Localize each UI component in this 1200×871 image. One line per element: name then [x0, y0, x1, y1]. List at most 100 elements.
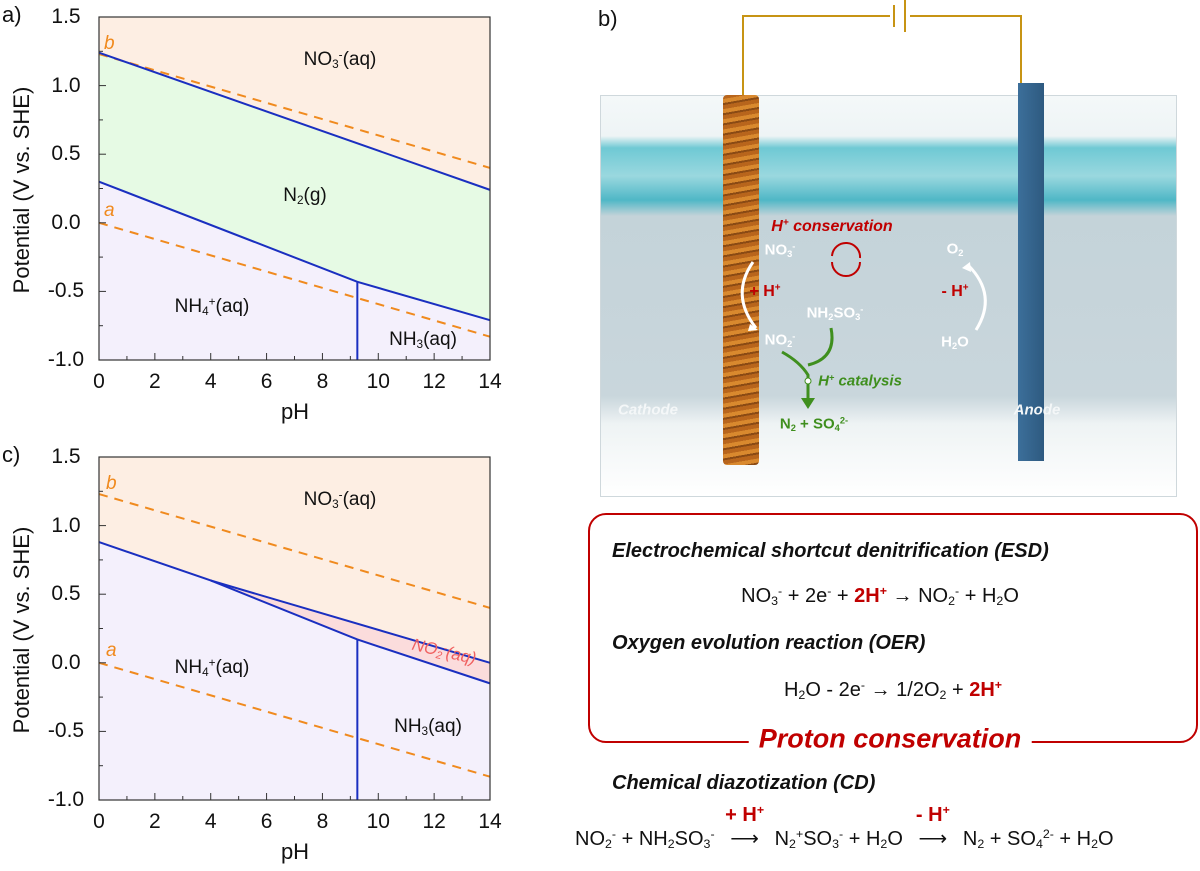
formula-part: O	[946, 240, 959, 258]
formula-part: +	[994, 678, 1003, 693]
formula-part: + H	[843, 828, 881, 850]
formula-part: O	[1003, 585, 1019, 607]
formula-part: 3	[855, 311, 861, 322]
nitrate-label: NO3-	[765, 242, 796, 259]
formula-part: H	[783, 679, 799, 701]
x-tick-label: 0	[93, 810, 105, 833]
formula-part: NO	[575, 828, 605, 850]
formula-part: +	[208, 656, 216, 670]
electrolyte-tank	[600, 95, 1177, 497]
formula-part: 3	[771, 594, 779, 609]
anode-electrode	[1018, 83, 1044, 461]
products-label: N2 + SO42-	[780, 416, 848, 433]
panel-label-b: b)	[598, 6, 618, 31]
line-label-b: b	[104, 33, 115, 54]
arrowhead-icon	[962, 262, 971, 272]
top-wire	[742, 15, 1020, 17]
formula-part: N	[962, 828, 978, 850]
x-tick-label: 8	[316, 810, 329, 833]
oer-title: Oxygen evolution reaction (OER)	[612, 632, 926, 654]
formula-part: 2	[939, 688, 947, 703]
water-line-b	[98, 493, 491, 609]
formula-part: 2	[828, 311, 834, 322]
region-label-nh4: NH4+(aq)	[175, 657, 250, 679]
formula-part: 2H	[969, 679, 995, 701]
x-tick-label: 6	[260, 370, 273, 393]
formula-part: 2	[1091, 837, 1099, 852]
catalysis-arrow	[781, 327, 834, 400]
formula-part: +	[831, 585, 855, 607]
formula-part: +	[795, 827, 804, 842]
formula-part: 3	[332, 497, 339, 511]
x-tick-label: 10	[366, 810, 390, 833]
plus-proton-label: + H+	[749, 283, 780, 301]
formula-part: N	[774, 828, 790, 850]
anode-label: Anode	[1013, 401, 1061, 419]
x-tick-label: 14	[478, 370, 502, 393]
y-axis-title: Potential (V vs. SHE)	[9, 526, 34, 734]
formula-part: (aq)	[342, 49, 377, 70]
formula-part: (g)	[303, 185, 327, 206]
pourbaix-plot-a: a) Potential (V vs. SHE) pH NO3-(aq) N2(…	[0, 0, 510, 430]
phase-boundary	[98, 541, 491, 685]
y-axis-title: Potential (V vs. SHE)	[9, 86, 34, 294]
formula-part: O	[1098, 828, 1114, 850]
formula-part: (aq)	[215, 296, 250, 317]
formula-part: 2	[296, 193, 304, 207]
formula-part: + H	[749, 283, 775, 300]
region-nh3aq	[357, 639, 490, 800]
formula-part: 2	[948, 594, 956, 609]
y-tick-label: 0.5	[51, 142, 81, 166]
formula-part: 4	[202, 665, 209, 679]
x-tick-label: 12	[422, 810, 446, 833]
formula-part: -	[611, 827, 617, 842]
x-tick-label: 2	[149, 810, 161, 833]
x-tick-label: 12	[422, 370, 446, 393]
formula-part: +	[942, 803, 950, 818]
formula-part: 2-	[839, 415, 849, 426]
water-line-a	[98, 661, 491, 778]
formula-part: NO	[741, 585, 772, 607]
region-no2aq	[210, 580, 490, 684]
line-label-b: b	[106, 473, 117, 494]
battery-icon	[893, 5, 895, 27]
formula-part: NH	[174, 657, 203, 678]
formula-part: O	[957, 333, 969, 351]
formula-part: O	[887, 828, 903, 850]
water-label: H2O	[941, 334, 969, 351]
formula-part: + H	[725, 804, 757, 826]
y-tick-label: 0.5	[51, 582, 81, 606]
formula-part: 2H	[854, 585, 880, 607]
formula-part: H	[771, 218, 783, 235]
formula-part: 2	[790, 422, 796, 433]
cd-title: Chemical diazotization (CD)	[612, 772, 876, 794]
panel-label-c: c)	[2, 442, 21, 467]
formula-part: 2	[798, 688, 806, 703]
oxidation-arrow	[966, 263, 987, 331]
formula-part: conservation	[788, 218, 893, 235]
minus-proton-label: - H+	[941, 283, 968, 301]
formula-part: NH	[806, 304, 829, 322]
formula-part: +	[962, 282, 969, 294]
formula-part: → NO	[886, 585, 949, 607]
region-label-nh3: NH3(aq)	[394, 716, 462, 738]
formula-part: -	[827, 584, 832, 599]
formula-part: -	[792, 241, 796, 252]
region-label-no3: NO3-(aq)	[304, 49, 377, 71]
formula-part: (aq)	[342, 489, 377, 510]
h-catalysis-label: H+ catalysis	[818, 373, 902, 390]
cathode-wire	[742, 15, 744, 100]
x-tick-label: 4	[204, 370, 217, 393]
x-tick-label: 8	[316, 370, 329, 393]
formula-part: 2	[787, 338, 793, 349]
y-tick-label: -1.0	[47, 348, 85, 371]
oxygen-label: O2	[947, 241, 964, 258]
x-tick-label: 4	[204, 810, 217, 833]
region-no3aq	[99, 457, 490, 663]
y-tick-label: -1.0	[47, 788, 85, 811]
pourbaix-plot-c: c) Potential (V vs. SHE) pH NO3-(aq) NH4…	[0, 440, 510, 870]
h-conservation-label: H+ conservation	[771, 218, 892, 236]
arrowhead-icon	[748, 324, 758, 331]
electrolysis-cell-illustration: H+ conservation NO3- + H+ NH2SO3- NO2- H…	[590, 0, 1200, 500]
battery-icon	[904, 0, 906, 32]
